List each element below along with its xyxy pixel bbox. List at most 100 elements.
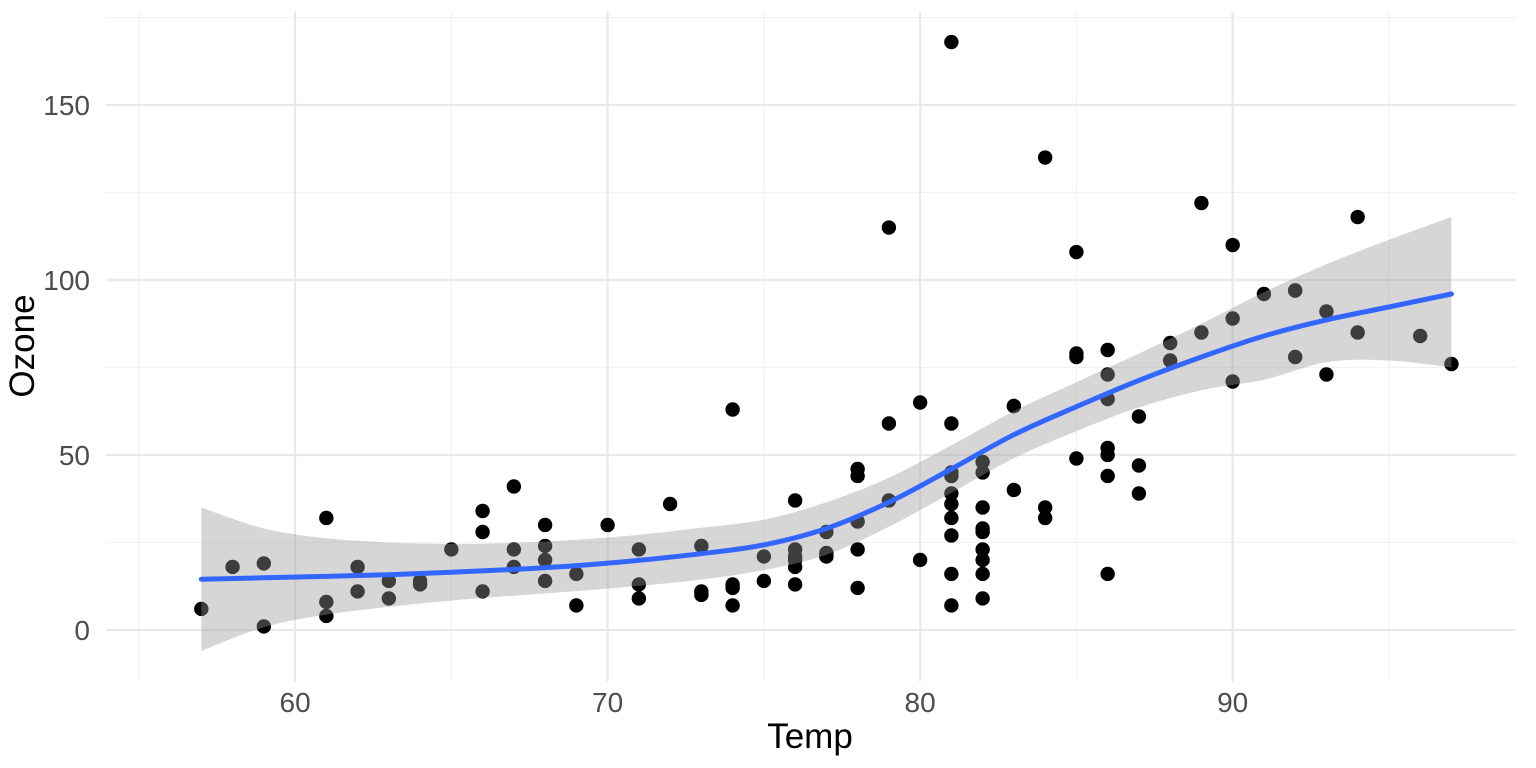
y-tick-label: 150 xyxy=(43,90,90,121)
minor-gridlines xyxy=(106,11,1516,682)
data-point xyxy=(475,584,490,599)
loess-smooth xyxy=(198,217,1454,651)
data-point xyxy=(912,395,928,410)
data-point xyxy=(756,573,772,589)
x-tick-label: 90 xyxy=(1217,687,1248,718)
data-point xyxy=(975,591,990,606)
axis-tick-labels: 0 50 100 150 60 70 80 90 xyxy=(43,90,1248,718)
data-point xyxy=(944,598,959,613)
data-point xyxy=(1006,398,1022,414)
data-point xyxy=(975,566,990,582)
data-point xyxy=(319,608,334,624)
data-point xyxy=(1100,468,1115,484)
data-point xyxy=(1287,349,1303,365)
data-point xyxy=(1225,237,1240,253)
data-point xyxy=(975,542,990,557)
data-point xyxy=(537,517,553,533)
data-point xyxy=(475,524,490,540)
x-tick-label: 60 xyxy=(280,687,311,718)
data-point xyxy=(787,577,803,592)
data-point xyxy=(975,524,990,540)
data-point xyxy=(1100,367,1115,382)
data-point xyxy=(1225,311,1240,326)
data-point xyxy=(850,580,865,596)
data-point xyxy=(881,220,897,235)
data-point xyxy=(506,542,522,557)
data-point xyxy=(787,493,803,508)
data-point xyxy=(1444,356,1459,372)
data-point xyxy=(537,552,553,568)
data-point xyxy=(412,577,428,592)
data-point xyxy=(569,566,584,582)
data-point xyxy=(944,528,959,543)
x-axis-title: Temp xyxy=(767,717,853,756)
data-point xyxy=(944,510,959,526)
data-point xyxy=(1037,510,1053,526)
data-point xyxy=(881,416,897,431)
data-point xyxy=(1069,451,1084,466)
data-point xyxy=(1319,367,1334,382)
data-point xyxy=(1319,304,1334,319)
data-point xyxy=(912,552,928,568)
data-point xyxy=(694,587,709,603)
data-point xyxy=(725,577,740,592)
data-point xyxy=(819,549,834,564)
data-point xyxy=(850,542,865,557)
data-point xyxy=(850,461,865,477)
loess-line xyxy=(198,291,1454,582)
data-point xyxy=(1131,458,1147,473)
data-point xyxy=(1225,374,1240,389)
data-point xyxy=(944,486,959,501)
data-point xyxy=(1037,150,1053,165)
data-point xyxy=(694,538,709,554)
confidence-ribbon xyxy=(201,217,1452,651)
data-point xyxy=(350,584,365,599)
data-point xyxy=(1100,566,1115,582)
data-point xyxy=(662,496,678,512)
data-point xyxy=(1350,325,1365,340)
data-point xyxy=(225,559,240,575)
data-point xyxy=(725,402,740,417)
data-point xyxy=(1412,328,1428,344)
data-points xyxy=(194,34,1459,634)
data-point xyxy=(1069,244,1084,260)
data-point xyxy=(1162,353,1178,368)
data-point xyxy=(1256,286,1272,302)
data-point xyxy=(1100,447,1115,463)
data-point xyxy=(944,416,959,431)
data-point xyxy=(631,591,647,606)
data-point xyxy=(1006,482,1022,498)
data-point xyxy=(537,538,553,554)
data-point xyxy=(1131,486,1147,501)
data-point xyxy=(319,510,334,526)
data-point xyxy=(537,573,553,589)
y-tick-label: 50 xyxy=(59,440,90,471)
data-point xyxy=(319,594,334,610)
data-point xyxy=(1037,500,1053,515)
data-point xyxy=(944,496,959,512)
data-point xyxy=(569,598,584,613)
data-point xyxy=(975,552,990,568)
data-point xyxy=(1194,195,1209,211)
y-tick-label: 100 xyxy=(43,265,90,296)
x-tick-label: 70 xyxy=(592,687,623,718)
data-point xyxy=(475,503,490,519)
data-point xyxy=(256,556,272,571)
data-point xyxy=(944,566,959,582)
data-point xyxy=(1350,209,1365,225)
data-point xyxy=(381,591,397,606)
data-point xyxy=(725,598,740,613)
y-axis-title: Ozone xyxy=(3,294,42,397)
data-point xyxy=(1100,342,1115,358)
data-point xyxy=(350,559,365,575)
y-tick-label: 0 xyxy=(74,615,90,646)
data-point xyxy=(975,465,990,480)
data-point xyxy=(194,601,209,617)
data-point xyxy=(600,517,615,533)
data-point xyxy=(1069,349,1084,365)
data-point xyxy=(756,549,772,564)
data-point xyxy=(975,500,990,515)
data-point xyxy=(787,559,803,575)
